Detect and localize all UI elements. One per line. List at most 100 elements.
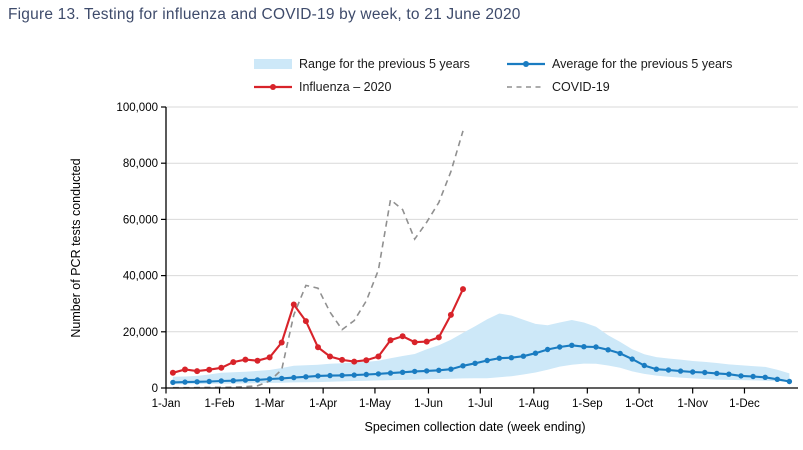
average-marker — [605, 347, 611, 353]
average-marker — [303, 374, 309, 380]
average-marker — [218, 378, 224, 384]
average-marker — [339, 372, 345, 379]
influenza-marker — [351, 358, 358, 365]
average-marker — [702, 369, 708, 376]
figure-title: Figure 13. Testing for influenza and COV… — [8, 6, 521, 23]
legend-item-influenza: Influenza – 2020 — [254, 80, 391, 94]
range-previous-5-years-band — [172, 313, 790, 385]
y-tick-label: 60,000 — [123, 214, 158, 226]
influenza-marker — [327, 353, 333, 360]
legend-label-range: Range for the previous 5 years — [299, 57, 470, 71]
x-tick-label: 1-Dec — [729, 398, 760, 410]
influenza-line-swatch-icon — [254, 84, 292, 90]
average-marker — [581, 344, 587, 350]
average-marker — [460, 363, 466, 369]
average-marker — [375, 371, 382, 377]
x-tick-label: 1-Feb — [205, 398, 235, 410]
influenza-marker — [435, 334, 442, 341]
range-band-swatch-icon — [254, 59, 292, 69]
average-marker — [677, 368, 684, 374]
average-marker — [424, 368, 430, 374]
influenza-marker — [411, 339, 418, 346]
legend-label-average: Average for the previous 5 years — [552, 57, 733, 71]
influenza-marker — [339, 356, 346, 363]
average-marker — [569, 342, 575, 348]
x-tick-label: 1-Mar — [255, 398, 285, 410]
y-tick-label: 0 — [152, 383, 158, 395]
average-marker — [194, 379, 200, 385]
average-marker — [738, 373, 744, 379]
average-marker — [448, 366, 454, 372]
legend-label-covid: COVID-19 — [552, 80, 610, 94]
average-line-swatch-icon — [507, 61, 545, 67]
legend-item-range: Range for the previous 5 years — [254, 57, 470, 71]
y-axis-title: Number of PCR tests conducted — [69, 158, 83, 337]
average-marker — [291, 374, 297, 381]
influenza-marker — [315, 344, 321, 351]
influenza-marker — [194, 368, 201, 375]
influenza-marker — [182, 366, 188, 373]
average-marker — [436, 367, 442, 373]
average-marker — [327, 372, 333, 379]
legend-label-influenza: Influenza – 2020 — [299, 80, 392, 94]
x-tick-label: 1-Jun — [414, 398, 443, 410]
influenza-marker — [375, 353, 382, 360]
average-marker — [254, 377, 261, 383]
average-marker — [412, 368, 418, 375]
covid-19-line — [172, 130, 464, 389]
average-marker — [665, 367, 672, 373]
average-marker — [279, 375, 285, 382]
x-tick-label: 1-May — [359, 398, 391, 410]
average-marker — [786, 378, 793, 385]
x-tick-label: 1-Aug — [518, 398, 549, 410]
influenza-marker — [218, 364, 225, 371]
influenza-marker — [399, 333, 406, 340]
covid-dashed-swatch-icon — [507, 86, 545, 88]
average-marker — [726, 371, 732, 377]
influenza-marker — [206, 366, 213, 373]
average-marker — [762, 374, 768, 380]
average-marker — [472, 360, 478, 366]
x-tick-label: 1-Apr — [309, 398, 337, 410]
average-marker — [774, 376, 780, 382]
legend-item-average: Average for the previous 5 years — [507, 57, 732, 71]
average-marker — [351, 372, 357, 378]
y-tick-label: 20,000 — [123, 327, 158, 339]
x-tick-label: 1-Jan — [152, 398, 181, 410]
x-axis-title: Specimen collection date (week ending) — [365, 420, 586, 434]
average-marker — [544, 346, 551, 353]
influenza-marker — [302, 318, 309, 325]
influenza-marker — [423, 338, 430, 345]
x-tick-label: 1-Oct — [625, 398, 654, 410]
y-tick-label: 40,000 — [123, 271, 158, 283]
average-marker — [363, 371, 369, 378]
average-marker — [750, 373, 756, 380]
average-marker — [399, 369, 406, 375]
average-marker — [182, 379, 188, 385]
average-marker — [315, 373, 321, 379]
average-marker — [206, 378, 212, 385]
influenza-marker — [242, 356, 249, 363]
influenza-marker — [363, 357, 370, 364]
average-marker — [617, 350, 623, 357]
average-marker — [593, 344, 599, 350]
influenza-marker — [290, 301, 297, 308]
legend-item-covid: COVID-19 — [507, 80, 610, 94]
average-marker — [629, 356, 635, 362]
y-tick-label: 80,000 — [123, 158, 158, 170]
average-marker — [520, 353, 527, 359]
influenza-marker — [266, 354, 273, 361]
average-marker — [714, 370, 720, 377]
average-marker — [484, 357, 490, 364]
average-marker — [508, 355, 515, 361]
influenza-marker — [169, 369, 176, 376]
influenza-marker — [447, 311, 454, 318]
average-marker — [266, 376, 273, 382]
average-previous-5-years-line — [172, 344, 790, 384]
x-tick-label: 1-Nov — [677, 398, 708, 410]
average-marker — [653, 366, 660, 372]
x-tick-label: 1-Sep — [572, 398, 603, 410]
average-marker — [387, 370, 394, 376]
average-marker — [690, 369, 696, 375]
influenza-marker — [230, 359, 237, 366]
